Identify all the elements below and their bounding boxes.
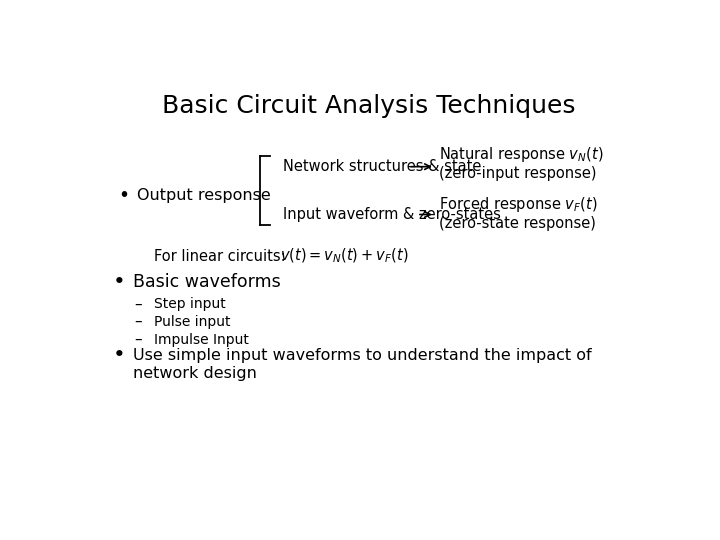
Text: –: –	[135, 314, 143, 329]
Text: Impulse Input: Impulse Input	[154, 333, 249, 347]
Text: Basic Circuit Analysis Techniques: Basic Circuit Analysis Techniques	[162, 94, 576, 118]
Text: •: •	[118, 186, 129, 205]
Text: Step input: Step input	[154, 297, 226, 311]
Text: Forced response $v_F(t)$: Forced response $v_F(t)$	[438, 195, 598, 214]
Text: Natural response $v_N(t)$: Natural response $v_N(t)$	[438, 145, 603, 164]
Text: –: –	[135, 332, 143, 347]
Text: Input waveform & zero-states: Input waveform & zero-states	[282, 207, 500, 222]
Text: •: •	[112, 272, 125, 292]
Text: Basic waveforms: Basic waveforms	[133, 273, 281, 291]
Text: Output response: Output response	[138, 188, 271, 203]
Text: (zero-state response): (zero-state response)	[438, 216, 595, 231]
Text: •: •	[112, 345, 125, 365]
Text: network design: network design	[133, 366, 257, 381]
Text: –: –	[135, 296, 143, 312]
Text: For linear circuits:: For linear circuits:	[154, 248, 286, 264]
Text: $v(t) = v_N(t) + v_F(t)$: $v(t) = v_N(t) + v_F(t)$	[280, 247, 408, 265]
Text: Use simple input waveforms to understand the impact of: Use simple input waveforms to understand…	[133, 348, 592, 362]
Text: Network structures & state: Network structures & state	[282, 159, 481, 174]
Text: (zero-input response): (zero-input response)	[438, 166, 596, 181]
Text: Pulse input: Pulse input	[154, 315, 230, 329]
